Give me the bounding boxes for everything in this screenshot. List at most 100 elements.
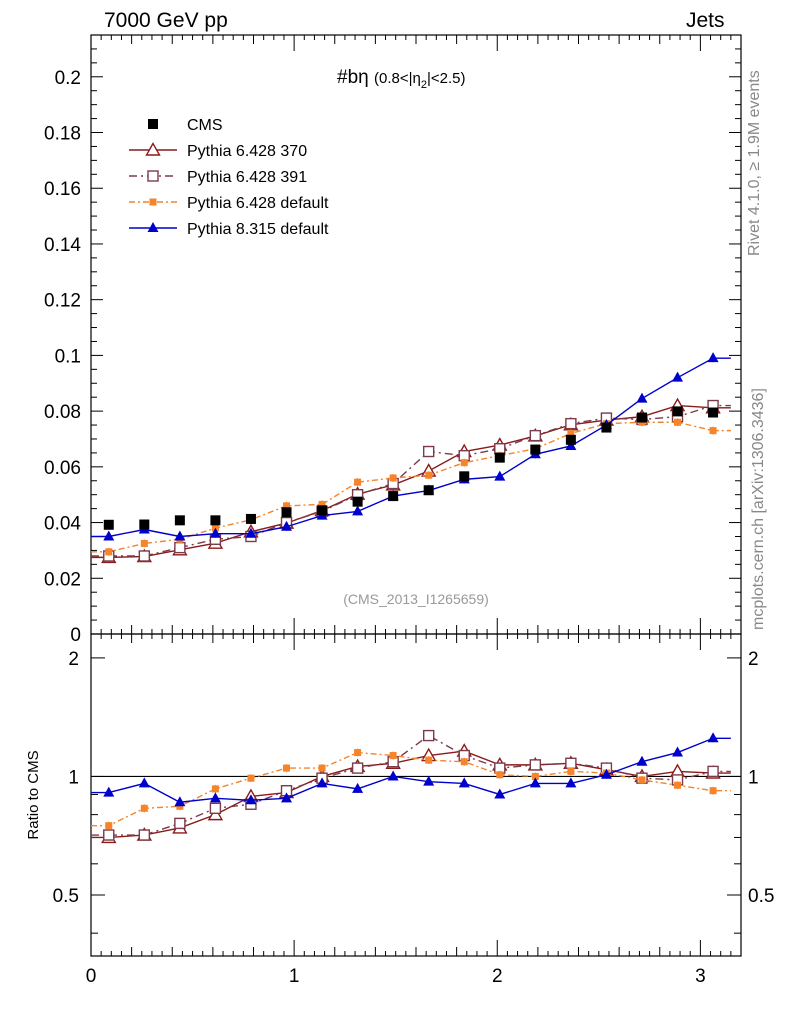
- data-point: [103, 786, 115, 797]
- data-point: [709, 787, 717, 795]
- data-point: [601, 422, 612, 433]
- data-point: [707, 732, 719, 743]
- series-ratio-pythia-6-428-default: [91, 748, 731, 830]
- data-point: [209, 802, 222, 815]
- data-point: [211, 785, 219, 793]
- data-point: [105, 822, 113, 830]
- legend-marker: [149, 198, 157, 206]
- legend: CMS Pythia 6.428 370 Pythia 6.428 391 Pythi…: [129, 117, 329, 238]
- data-point: [103, 829, 115, 841]
- ratio-tick-label-left: 1: [68, 767, 79, 788]
- data-point: [245, 513, 256, 524]
- data-point: [672, 746, 684, 757]
- data-point: [674, 418, 682, 426]
- data-point: [494, 452, 505, 463]
- data-point: [529, 759, 542, 771]
- legend-item: Pythia 6.428 391: [129, 169, 307, 186]
- data-point: [423, 775, 435, 786]
- data-point: [600, 768, 612, 779]
- rivet-version-label: Rivet 4.1.0, ≥ 1.9M events: [746, 70, 763, 256]
- data-point: [354, 478, 362, 486]
- data-point: [247, 774, 255, 782]
- ratio-tick-label-right: 1: [748, 767, 759, 788]
- data-point: [281, 507, 292, 518]
- data-point: [531, 772, 539, 780]
- series-line: [91, 751, 731, 827]
- legend-item: Pythia 6.428 default: [129, 195, 329, 212]
- data-point: [176, 802, 184, 810]
- data-point: [707, 765, 719, 778]
- y-tick-label: 0.14: [44, 235, 81, 256]
- ratio-tick-label-right: 0.5: [748, 886, 774, 907]
- data-point: [638, 776, 646, 784]
- data-point: [636, 755, 648, 766]
- data-point: [459, 471, 470, 482]
- data-point: [567, 429, 575, 437]
- legend-label: Pythia 6.428 370: [187, 143, 307, 160]
- data-point: [140, 804, 148, 812]
- data-point: [209, 527, 221, 538]
- ratio-tick-label-right: 2: [748, 649, 759, 670]
- data-point: [245, 794, 257, 805]
- series-line: [91, 421, 731, 553]
- legend-item: Pythia 6.428 370: [129, 142, 307, 160]
- legend-item: Pythia 8.315 default: [129, 221, 329, 238]
- data-point: [103, 530, 115, 541]
- series-main-pythia-6-428-370: [91, 397, 731, 564]
- data-point: [105, 548, 113, 556]
- y-tick-label: 0.02: [44, 569, 81, 590]
- data-point: [422, 729, 435, 742]
- x-tick-label: 1: [289, 966, 300, 987]
- y-tick-label: 0.2: [55, 68, 81, 89]
- series-line: [91, 404, 731, 557]
- data-point: [281, 520, 293, 531]
- header-energy: 7000 GeV pp: [104, 9, 228, 32]
- legend-marker: [145, 142, 161, 156]
- header-jets: Jets: [686, 9, 725, 32]
- data-point: [283, 502, 291, 510]
- data-point: [529, 777, 541, 788]
- legend-label: Pythia 8.315 default: [187, 221, 329, 238]
- data-point: [354, 749, 362, 757]
- y-tick-label: 0: [70, 625, 81, 646]
- data-point: [174, 541, 186, 554]
- data-point: [174, 515, 185, 526]
- ratio-tick-label-left: 2: [68, 649, 79, 670]
- series-line: [91, 737, 731, 803]
- data-point: [387, 770, 399, 781]
- data-point: [494, 788, 506, 799]
- data-point: [565, 417, 577, 430]
- y-tick-label: 0.12: [44, 291, 81, 312]
- plot-title: #bη (0.8<|η2|<2.5): [337, 67, 465, 91]
- data-point: [352, 505, 364, 516]
- legend-label: CMS: [187, 117, 223, 134]
- data-point: [425, 471, 433, 479]
- ratio-tick-label-left: 0.5: [53, 886, 79, 907]
- ratio-axis-label: Ratio to CMS: [25, 750, 42, 839]
- data-point: [458, 777, 470, 788]
- data-point: [425, 756, 433, 764]
- data-point: [351, 762, 364, 774]
- y-tick-label: 0.08: [44, 402, 81, 423]
- data-point: [422, 445, 435, 458]
- data-point: [352, 782, 364, 793]
- x-tick-label: 2: [492, 966, 503, 987]
- series-main-pythia-6-428-default: [91, 418, 731, 556]
- series-main-pythia-6-428-391: [91, 399, 731, 562]
- data-point: [636, 392, 648, 403]
- data-point: [388, 491, 399, 502]
- data-point: [460, 758, 468, 766]
- data-point: [423, 485, 434, 496]
- analysis-watermark: (CMS_2013_I1265659): [343, 591, 489, 607]
- data-point: [138, 550, 151, 562]
- data-point: [460, 459, 468, 467]
- legend-marker: [147, 222, 159, 232]
- data-point: [318, 500, 326, 508]
- data-point: [389, 752, 397, 760]
- data-point: [209, 792, 221, 803]
- y-tick-label: 0.06: [44, 458, 81, 479]
- data-point: [565, 757, 577, 769]
- data-point: [174, 796, 186, 807]
- data-point: [316, 777, 328, 788]
- series-ratio-pythia-6-428-370: [91, 743, 731, 844]
